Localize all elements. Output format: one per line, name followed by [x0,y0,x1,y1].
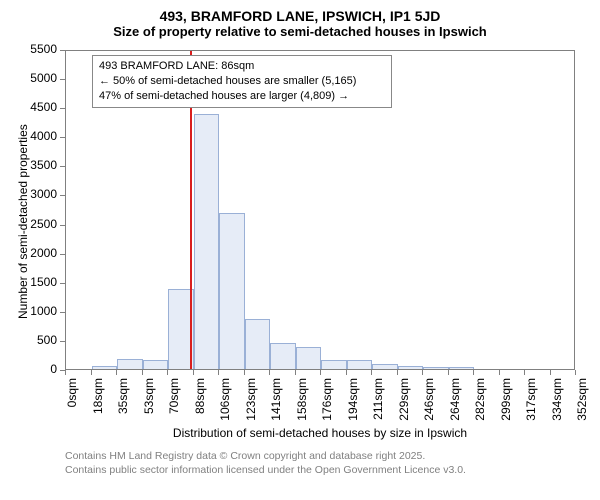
x-tick-mark [65,370,66,375]
chart-subtitle: Size of property relative to semi-detach… [0,24,600,39]
histogram-bar [194,114,220,369]
y-tick-mark [60,312,65,313]
x-tick-label: 53sqm [142,378,156,478]
y-tick-mark [60,195,65,196]
x-tick-label: 141sqm [269,378,283,478]
annotation-line-2: ← 50% of semi-detached houses are smalle… [99,74,385,89]
histogram-bar [449,367,475,369]
y-tick-label: 2500 [0,217,57,231]
x-tick-mark [448,370,449,375]
chart-title: 493, BRAMFORD LANE, IPSWICH, IP1 5JD [0,0,600,24]
y-tick-label: 1500 [0,275,57,289]
x-tick-label: 282sqm [473,378,487,478]
histogram-bar [245,319,271,369]
x-tick-mark [575,370,576,375]
x-tick-label: 106sqm [218,378,232,478]
y-tick-label: 2000 [0,246,57,260]
y-tick-label: 500 [0,333,57,347]
x-tick-label: 0sqm [65,378,79,478]
y-tick-label: 4500 [0,100,57,114]
x-tick-mark [524,370,525,375]
y-tick-label: 3000 [0,187,57,201]
x-tick-mark [167,370,168,375]
x-tick-mark [142,370,143,375]
x-tick-label: 176sqm [320,378,334,478]
histogram-bar [143,360,169,369]
x-tick-mark [473,370,474,375]
x-tick-mark [346,370,347,375]
annotation-line-3: 47% of semi-detached houses are larger (… [99,89,385,104]
x-tick-label: 299sqm [499,378,513,478]
x-tick-mark [320,370,321,375]
histogram-bar [92,366,118,369]
y-tick-label: 4000 [0,129,57,143]
histogram-bar [219,213,245,369]
histogram-bar [117,359,143,369]
y-tick-label: 1000 [0,304,57,318]
x-tick-label: 88sqm [193,378,207,478]
x-tick-label: 35sqm [116,378,130,478]
x-tick-mark [193,370,194,375]
histogram-bar [296,347,322,369]
x-tick-mark [116,370,117,375]
x-tick-label: 317sqm [524,378,538,478]
histogram-bar [321,360,347,369]
y-tick-mark [60,283,65,284]
x-tick-label: 123sqm [244,378,258,478]
x-tick-label: 334sqm [550,378,564,478]
x-tick-label: 264sqm [448,378,462,478]
annotation-line-1: 493 BRAMFORD LANE: 86sqm [99,59,385,74]
chart-container: 493, BRAMFORD LANE, IPSWICH, IP1 5JD Siz… [0,0,600,500]
y-tick-mark [60,79,65,80]
y-tick-label: 5500 [0,42,57,56]
histogram-bar [347,360,373,369]
histogram-bar [423,367,449,369]
x-tick-mark [397,370,398,375]
x-tick-label: 158sqm [295,378,309,478]
y-tick-mark [60,137,65,138]
y-tick-label: 3500 [0,158,57,172]
histogram-bar [372,364,398,369]
x-tick-label: 211sqm [371,378,385,478]
y-tick-label: 5000 [0,71,57,85]
y-tick-mark [60,341,65,342]
x-tick-mark [295,370,296,375]
x-tick-mark [218,370,219,375]
y-tick-mark [60,50,65,51]
y-tick-mark [60,225,65,226]
x-tick-mark [269,370,270,375]
x-tick-mark [244,370,245,375]
annotation-box: 493 BRAMFORD LANE: 86sqm ← 50% of semi-d… [92,55,392,108]
x-tick-mark [371,370,372,375]
y-tick-mark [60,166,65,167]
x-tick-mark [91,370,92,375]
x-tick-label: 229sqm [397,378,411,478]
x-tick-label: 18sqm [91,378,105,478]
x-tick-label: 352sqm [575,378,589,478]
histogram-bar [270,343,296,369]
histogram-bar [398,366,424,369]
x-tick-label: 246sqm [422,378,436,478]
y-tick-mark [60,108,65,109]
x-tick-mark [422,370,423,375]
x-tick-label: 194sqm [346,378,360,478]
y-tick-label: 0 [0,362,57,376]
y-tick-mark [60,254,65,255]
x-tick-label: 70sqm [167,378,181,478]
x-tick-mark [550,370,551,375]
x-tick-mark [499,370,500,375]
